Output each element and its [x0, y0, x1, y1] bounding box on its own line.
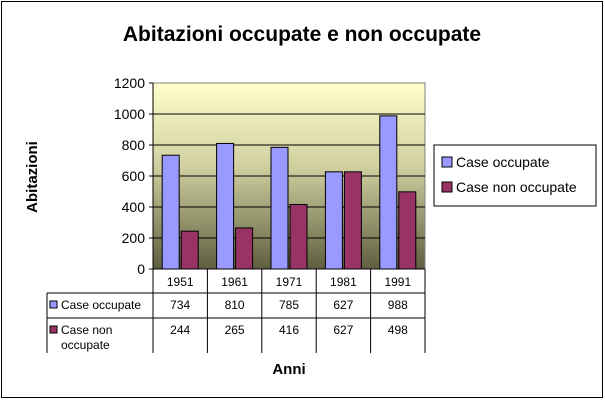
- bar-case-occupate-1971: [270, 146, 289, 270]
- x-tick-label: 1981: [330, 275, 357, 289]
- table-cell-value: 244: [170, 323, 190, 337]
- y-axis-title: Abitazioni: [24, 141, 41, 213]
- table-series-label: Case non: [61, 323, 112, 337]
- bar-case-non-occupate-1971: [289, 204, 308, 270]
- y-tick-label: 0: [137, 261, 145, 277]
- table-cell-value: 498: [388, 323, 408, 337]
- bar-case-occupate-1981: [324, 171, 343, 270]
- x-tick-label: 1961: [221, 275, 248, 289]
- table-cell-value: 416: [279, 323, 299, 337]
- table-cell-value: 810: [225, 298, 245, 312]
- legend-box: [433, 144, 597, 207]
- x-tick-label: 1971: [276, 275, 303, 289]
- table-cell-value: 265: [225, 323, 245, 337]
- table-series-label: Case occupate: [61, 298, 141, 312]
- legend-label: Case non occupate: [456, 179, 577, 195]
- bar-case-occupate-1991: [379, 115, 398, 270]
- table-series-label: occupate: [61, 338, 110, 352]
- y-tick-label: 1200: [114, 75, 145, 91]
- bar-case-occupate-1961: [216, 142, 235, 270]
- table-legend-key: [49, 325, 58, 334]
- legend-label: Case occupate: [456, 154, 550, 170]
- bar-case-non-occupate-1981: [343, 171, 362, 270]
- chart-title: Abitazioni occupate e non occupate: [123, 23, 481, 46]
- y-tick-label: 600: [122, 168, 146, 184]
- x-axis-title: Anni: [272, 361, 305, 378]
- bar-case-non-occupate-1991: [398, 191, 417, 270]
- bar-case-occupate-1951: [161, 154, 180, 270]
- y-tick-label: 1000: [114, 106, 145, 122]
- table-cell-value: 988: [388, 298, 408, 312]
- x-tick-label: 1991: [384, 275, 411, 289]
- x-tick-label: 1951: [167, 275, 194, 289]
- y-tick-label: 200: [122, 230, 146, 246]
- bar-case-non-occupate-1961: [235, 227, 254, 270]
- table-legend-key: [49, 300, 58, 309]
- table-cell-value: 627: [333, 323, 353, 337]
- y-tick-label: 800: [122, 137, 146, 153]
- legend-swatch: [441, 156, 453, 168]
- y-tick-label: 400: [122, 199, 146, 215]
- legend-swatch: [441, 181, 453, 193]
- bar-case-non-occupate-1951: [180, 230, 199, 270]
- table-cell-value: 785: [279, 298, 299, 312]
- table-cell-value: 734: [170, 298, 190, 312]
- table-cell-value: 627: [333, 298, 353, 312]
